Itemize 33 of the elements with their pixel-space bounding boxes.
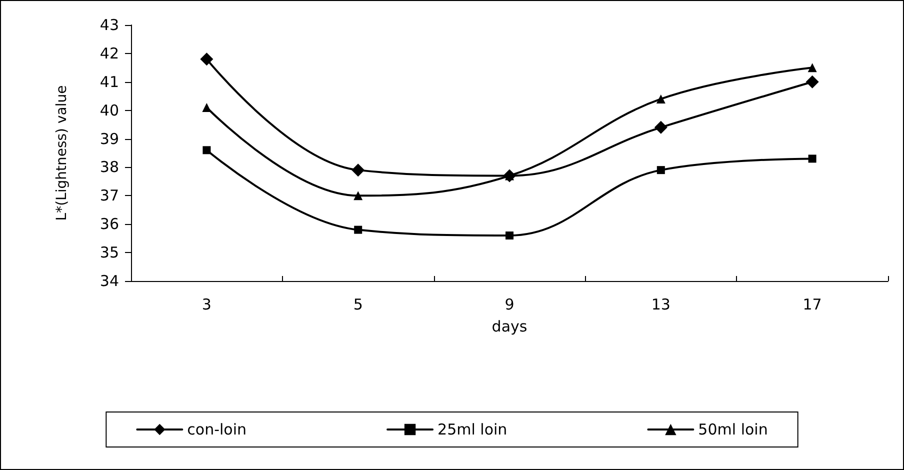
legend-label: 25ml loin (438, 420, 508, 438)
x-tick-label: 13 (651, 296, 670, 314)
y-axis-title: L*(Lightness) value (54, 85, 70, 221)
point (202, 146, 211, 154)
legend-label: con-loin (187, 420, 247, 438)
point (654, 120, 668, 134)
y-tick-label: 40 (100, 101, 119, 120)
y-tick-label: 34 (100, 272, 119, 290)
x-tick-label: 17 (802, 296, 822, 314)
point (808, 63, 817, 72)
point (656, 94, 666, 104)
x-axis-title: days (492, 318, 528, 336)
x-tick-label: 9 (504, 296, 514, 314)
point (808, 154, 816, 163)
x-tick-label: 3 (202, 296, 212, 314)
y-tick-label: 38 (100, 158, 119, 176)
point (202, 102, 212, 112)
point (806, 75, 819, 88)
point (200, 52, 214, 66)
y-tick-label: 41 (100, 72, 119, 91)
y-tick-label: 43 (100, 16, 119, 34)
point (506, 231, 514, 240)
point (354, 226, 362, 234)
point (656, 166, 665, 174)
x-tick-label: 5 (353, 296, 363, 314)
legend-label: 50ml loin (698, 420, 768, 438)
y-tick-label: 37 (100, 186, 119, 205)
point (352, 164, 365, 177)
y-tick-label: 35 (100, 244, 119, 262)
point (354, 191, 363, 200)
y-tick-label: 42 (100, 44, 119, 62)
y-tick-label: 36 (100, 215, 119, 234)
y-tick-label: 39 (100, 130, 119, 148)
